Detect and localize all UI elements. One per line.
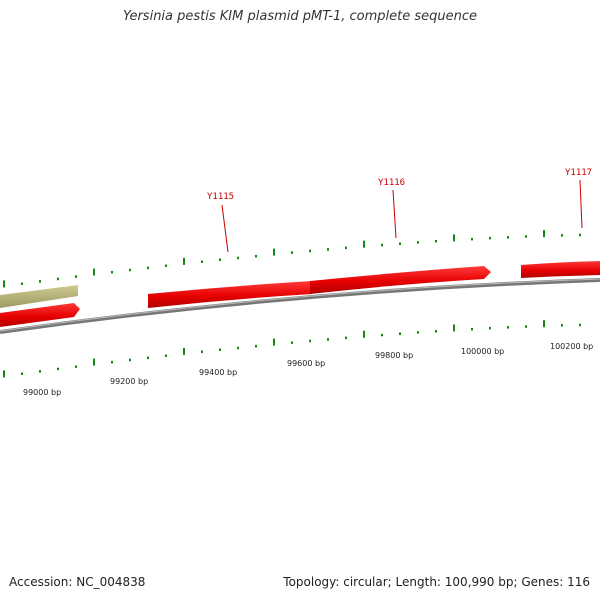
minor-tick bbox=[417, 241, 419, 244]
minor-tick bbox=[345, 336, 347, 340]
minor-tick bbox=[381, 243, 383, 247]
scale-label: 99200 bp bbox=[110, 377, 148, 386]
minor-tick bbox=[435, 240, 437, 243]
major-tick bbox=[93, 268, 95, 276]
backbone-line bbox=[0, 278, 600, 334]
major-tick bbox=[273, 248, 275, 256]
gene-arrow-y1117 bbox=[521, 261, 600, 278]
minor-tick bbox=[147, 356, 149, 360]
minor-tick bbox=[255, 344, 257, 348]
minor-tick bbox=[201, 260, 203, 263]
minor-tick bbox=[507, 236, 509, 239]
gene-arrow-y1115 bbox=[148, 281, 312, 308]
outer-tick-track bbox=[3, 230, 581, 288]
gene-arrow-left bbox=[0, 303, 80, 327]
minor-tick bbox=[471, 237, 473, 241]
major-tick bbox=[543, 320, 545, 328]
minor-tick bbox=[219, 348, 221, 351]
minor-tick bbox=[111, 270, 113, 274]
major-tick bbox=[3, 280, 5, 288]
gene-label-y1115: Y1115 bbox=[207, 192, 234, 202]
minor-tick bbox=[75, 275, 77, 278]
minor-tick bbox=[309, 249, 311, 253]
minor-tick bbox=[561, 234, 563, 237]
major-tick bbox=[273, 338, 275, 346]
major-tick bbox=[93, 358, 95, 366]
minor-tick bbox=[381, 333, 383, 337]
major-tick bbox=[183, 257, 185, 265]
scale-label: 100200 bp bbox=[550, 342, 593, 351]
minor-tick bbox=[291, 341, 293, 344]
minor-tick bbox=[147, 266, 149, 270]
minor-tick bbox=[165, 354, 167, 357]
minor-tick bbox=[489, 326, 491, 330]
minor-tick bbox=[471, 327, 473, 331]
major-tick bbox=[453, 324, 455, 332]
minor-tick bbox=[57, 277, 59, 281]
gene-arrow-y1116 bbox=[310, 266, 491, 294]
minor-tick bbox=[21, 372, 23, 375]
minor-tick bbox=[561, 324, 563, 327]
scale-label: 99000 bp bbox=[23, 388, 61, 397]
gene-leader-line bbox=[221, 204, 229, 253]
minor-tick bbox=[111, 360, 113, 364]
gene-leader-line bbox=[392, 189, 397, 239]
scale-label: 99800 bp bbox=[375, 351, 413, 360]
minor-tick bbox=[309, 339, 311, 343]
minor-tick bbox=[291, 251, 293, 254]
map-title: Yersinia pestis KIM plasmid pMT-1, compl… bbox=[122, 9, 478, 24]
scale-label: 99400 bp bbox=[199, 368, 237, 377]
minor-tick bbox=[399, 242, 401, 245]
major-tick bbox=[3, 370, 5, 378]
major-tick bbox=[363, 240, 365, 248]
minor-tick bbox=[237, 256, 239, 260]
minor-tick bbox=[129, 358, 131, 362]
minor-tick bbox=[39, 280, 41, 283]
minor-tick bbox=[345, 246, 347, 250]
gene-label-y1117: Y1117 bbox=[565, 168, 592, 178]
minor-tick bbox=[201, 350, 203, 353]
minor-tick bbox=[417, 331, 419, 334]
major-tick bbox=[183, 347, 185, 355]
minor-tick bbox=[57, 367, 59, 371]
summary-text: Topology: circular; Length: 100,990 bp; … bbox=[283, 575, 590, 589]
minor-tick bbox=[219, 258, 221, 261]
major-tick bbox=[453, 234, 455, 242]
minor-tick bbox=[39, 370, 41, 373]
gene-leader-line bbox=[579, 179, 583, 229]
minor-tick bbox=[255, 254, 257, 258]
minor-tick bbox=[579, 233, 581, 237]
minor-tick bbox=[21, 282, 23, 285]
minor-tick bbox=[525, 235, 527, 238]
gene-label-y1116: Y1116 bbox=[378, 178, 405, 188]
major-tick bbox=[363, 330, 365, 338]
minor-tick bbox=[75, 365, 77, 368]
minor-tick bbox=[327, 248, 329, 251]
scale-label: 100000 bp bbox=[461, 347, 504, 356]
gene-arrow-olive bbox=[0, 285, 78, 308]
minor-tick bbox=[507, 326, 509, 329]
minor-tick bbox=[129, 268, 131, 272]
scale-label: 99600 bp bbox=[287, 359, 325, 368]
major-tick bbox=[543, 230, 545, 238]
minor-tick bbox=[579, 323, 581, 327]
minor-tick bbox=[435, 330, 437, 333]
minor-tick bbox=[237, 346, 239, 350]
minor-tick bbox=[525, 325, 527, 328]
minor-tick bbox=[399, 332, 401, 335]
minor-tick bbox=[165, 264, 167, 267]
inner-tick-track bbox=[3, 320, 581, 378]
minor-tick bbox=[327, 338, 329, 341]
accession-text: Accession: NC_004838 bbox=[9, 575, 146, 589]
minor-tick bbox=[489, 236, 491, 240]
